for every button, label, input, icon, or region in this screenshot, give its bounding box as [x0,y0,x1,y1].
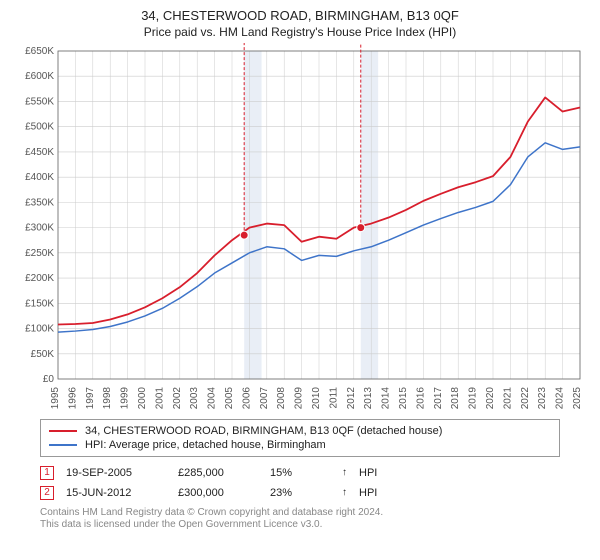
transaction-price: £285,000 [178,467,258,479]
svg-text:1997: 1997 [85,386,96,409]
svg-text:2015: 2015 [398,386,409,409]
svg-text:1996: 1996 [67,386,78,409]
svg-text:2006: 2006 [241,386,252,409]
legend-swatch [49,430,77,432]
transaction-date: 15-JUN-2012 [66,487,166,499]
svg-text:£400K: £400K [25,172,54,183]
svg-text:2025: 2025 [572,386,583,409]
transaction-row: 2 15-JUN-2012 £300,000 23% ↑ HPI [40,483,560,503]
svg-text:£450K: £450K [25,147,54,158]
transaction-row: 1 19-SEP-2005 £285,000 15% ↑ HPI [40,463,560,483]
svg-text:2002: 2002 [172,386,183,409]
svg-text:£550K: £550K [25,96,54,107]
svg-text:£200K: £200K [25,273,54,284]
svg-text:£50K: £50K [31,349,55,360]
svg-text:2011: 2011 [328,386,339,408]
svg-text:2000: 2000 [137,386,148,409]
legend-label: 34, CHESTERWOOD ROAD, BIRMINGHAM, B13 0Q… [85,425,442,437]
svg-text:£350K: £350K [25,197,54,208]
legend-swatch [49,444,77,446]
credit-line: Contains HM Land Registry data © Crown c… [40,507,560,520]
svg-text:2014: 2014 [381,386,392,409]
legend-label: HPI: Average price, detached house, Birm… [85,439,326,451]
svg-text:2023: 2023 [537,386,548,409]
transaction-pct: 15% [270,467,330,479]
transaction-date: 19-SEP-2005 [66,467,166,479]
svg-text:2005: 2005 [224,386,235,409]
svg-text:1999: 1999 [120,386,131,409]
svg-text:2024: 2024 [555,386,566,409]
page-subtitle: Price paid vs. HM Land Registry's House … [10,25,590,39]
svg-text:£150K: £150K [25,298,54,309]
transaction-suffix: HPI [359,487,377,499]
svg-text:£0: £0 [43,374,55,385]
svg-text:2020: 2020 [485,386,496,409]
svg-text:2018: 2018 [450,386,461,409]
page: 34, CHESTERWOOD ROAD, BIRMINGHAM, B13 0Q… [0,0,600,560]
credit-line: This data is licensed under the Open Gov… [40,519,560,532]
arrow-up-icon: ↑ [342,487,347,498]
svg-text:2019: 2019 [468,386,479,409]
svg-text:2007: 2007 [259,386,270,409]
credits: Contains HM Land Registry data © Crown c… [40,507,560,532]
transactions-table: 1 19-SEP-2005 £285,000 15% ↑ HPI 2 15-JUN-2012 £… [40,463,560,503]
svg-text:£500K: £500K [25,122,54,133]
page-title: 34, CHESTERWOOD ROAD, BIRMINGHAM, B13 0Q… [10,8,590,25]
svg-text:2009: 2009 [294,386,305,409]
legend: 34, CHESTERWOOD ROAD, BIRMINGHAM, B13 0Q… [40,419,560,457]
svg-text:2022: 2022 [520,386,531,409]
svg-text:2003: 2003 [189,386,200,409]
transaction-marker: 2 [40,486,54,500]
transaction-price: £300,000 [178,487,258,499]
svg-text:2016: 2016 [415,386,426,409]
svg-text:£250K: £250K [25,248,54,259]
svg-text:£600K: £600K [25,71,54,82]
svg-text:2012: 2012 [346,386,357,409]
transaction-suffix: HPI [359,467,377,479]
transaction-marker: 1 [40,466,54,480]
svg-text:£300K: £300K [25,223,54,234]
svg-text:2013: 2013 [363,386,374,409]
transaction-pct: 23% [270,487,330,499]
legend-item: HPI: Average price, detached house, Birm… [49,438,551,452]
legend-item: 34, CHESTERWOOD ROAD, BIRMINGHAM, B13 0Q… [49,424,551,438]
svg-text:£100K: £100K [25,323,54,334]
svg-text:2017: 2017 [433,386,444,409]
svg-text:2001: 2001 [154,386,165,409]
svg-text:2010: 2010 [311,386,322,409]
chart-svg: £0 £50K £100K £150K £200K £250K £300K £350K £400… [10,43,590,413]
svg-text:2004: 2004 [207,386,218,409]
arrow-up-icon: ↑ [342,467,347,478]
svg-text:2021: 2021 [502,386,513,409]
svg-text:£650K: £650K [25,46,54,57]
svg-text:1998: 1998 [102,386,113,409]
svg-text:1995: 1995 [50,386,61,409]
price-chart: £0 £50K £100K £150K £200K £250K £300K £350K £400… [10,43,590,413]
svg-text:2008: 2008 [276,386,287,409]
